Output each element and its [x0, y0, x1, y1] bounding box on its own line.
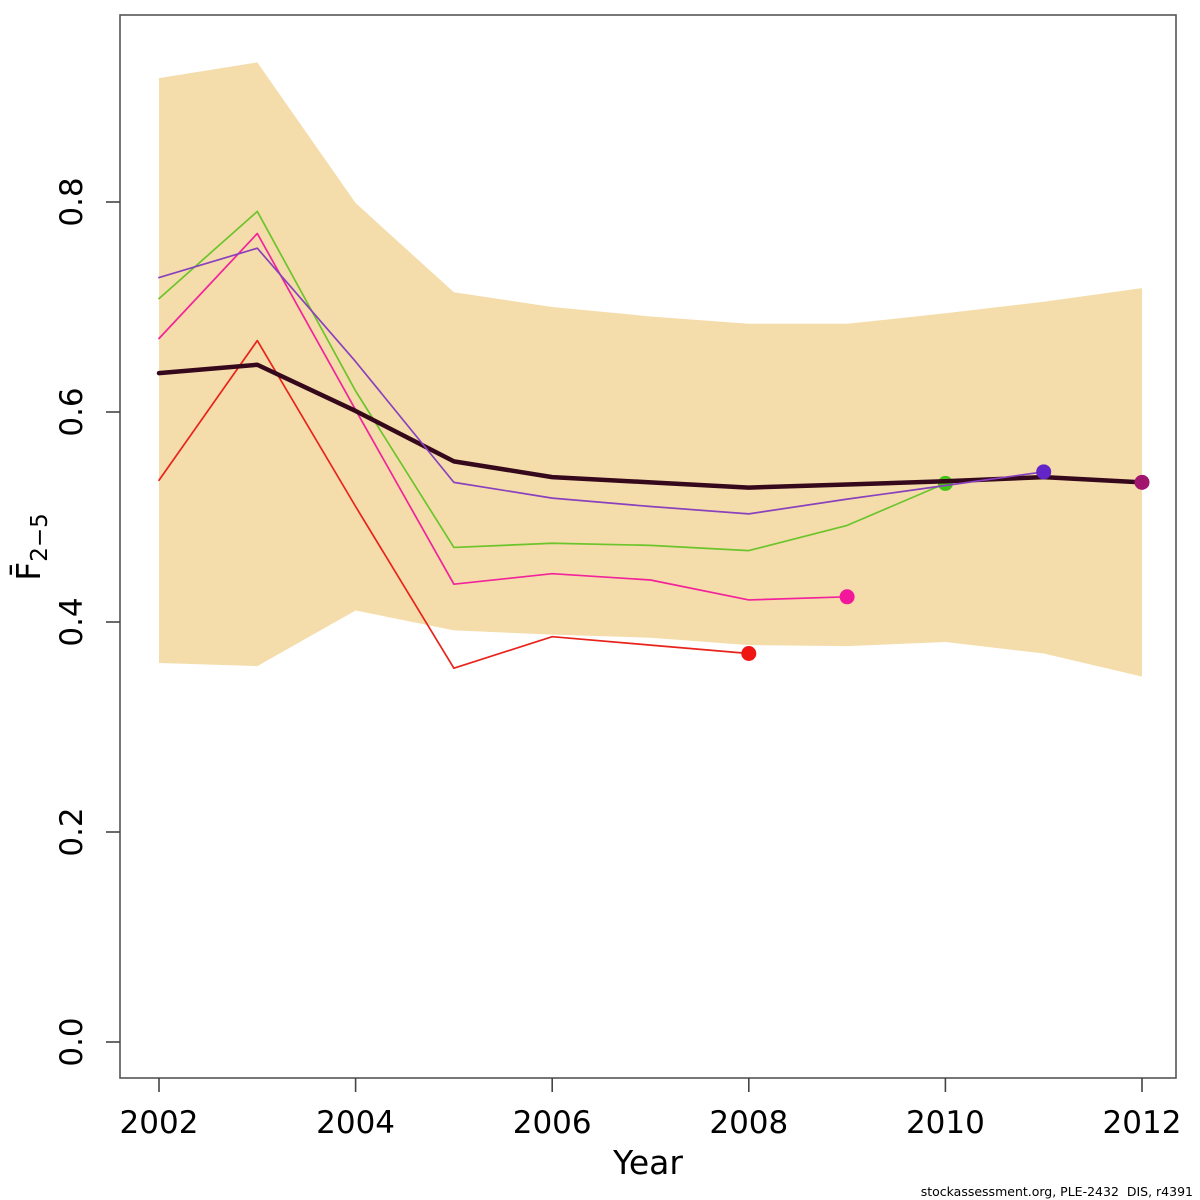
y-tick-label-0.0: 0.0	[54, 1017, 90, 1066]
y-tick-label-0.4: 0.4	[54, 597, 90, 646]
confidence-band	[159, 62, 1142, 677]
retro-2011-line	[158, 247, 1045, 515]
retro-2009-line	[158, 232, 848, 601]
retro-2008-line	[158, 339, 750, 670]
x-tick-label-2010: 2010	[906, 1105, 985, 1141]
y-axis-title-sub: 2−5	[27, 513, 53, 562]
retro-2011-endpoint	[1036, 464, 1052, 480]
y-tick-label-0.6: 0.6	[54, 387, 90, 436]
final-2012-line	[156, 362, 1145, 490]
series-layer	[156, 210, 1150, 670]
retro-2009-endpoint	[839, 589, 855, 605]
footer-credit: stockassessment.org, PLE-2432 DIS, r4391	[921, 1184, 1193, 1199]
retro-2010-line	[158, 210, 947, 552]
band-layer	[159, 62, 1142, 677]
x-tick-label-2006: 2006	[513, 1105, 592, 1141]
x-axis: 2002 2004 2006 2008 2010 2012	[120, 1078, 1182, 1141]
final-2012-endpoint	[1134, 474, 1150, 490]
x-tick-label-2004: 2004	[316, 1105, 395, 1141]
y-tick-label-0.8: 0.8	[54, 177, 90, 226]
x-tick-label-2008: 2008	[709, 1105, 788, 1141]
y-axis-title-base: F̄	[8, 562, 48, 581]
y-axis: 0.0 0.2 0.4 0.6 0.8	[54, 177, 120, 1067]
x-tick-label-2012: 2012	[1103, 1105, 1182, 1141]
x-tick-label-2002: 2002	[120, 1105, 199, 1141]
plot-border	[119, 14, 1177, 1079]
retro-2008-endpoint	[741, 646, 757, 661]
y-tick-label-0.2: 0.2	[54, 807, 90, 856]
y-axis-title: F̄2−5	[8, 513, 53, 581]
x-axis-title: Year	[612, 1143, 683, 1182]
